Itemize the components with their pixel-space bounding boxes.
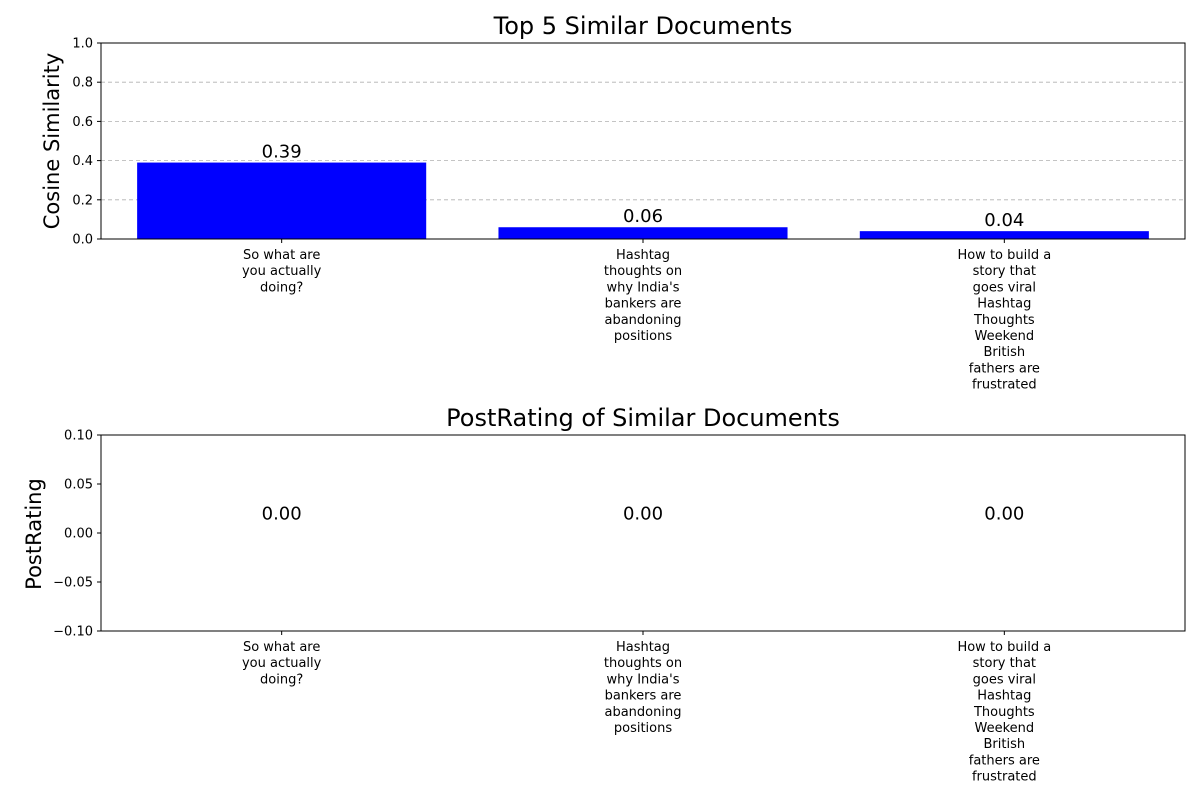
bar bbox=[137, 162, 427, 239]
y-ticks: −0.10 −0.05 0.00 0.05 0.10 bbox=[53, 429, 1005, 640]
bar bbox=[498, 227, 788, 239]
y-tick-label: 0.8 bbox=[72, 76, 93, 91]
chart-title: Top 5 Similar Documents bbox=[493, 12, 793, 40]
y-tick-label: 0.4 bbox=[72, 154, 93, 169]
y-tick-label: 0.05 bbox=[64, 478, 93, 493]
x-tick-label: How to build a story that goes viral Hashta… bbox=[957, 640, 1051, 785]
y-ticks: 0.0 0.2 0.4 0.6 0.8 1.0 bbox=[72, 37, 1005, 248]
x-tick-label: Hashtag thoughts on why India's bankers are… bbox=[604, 640, 682, 736]
x-tick-label: Hashtag thoughts on why India's bankers are… bbox=[604, 248, 682, 344]
x-tick-label: How to build a story that goes viral Hashta… bbox=[957, 248, 1051, 393]
x-tick-label: So what are you actually doing? bbox=[242, 640, 322, 687]
y-tick-label: 0.0 bbox=[72, 233, 93, 248]
y-tick-label: 0.6 bbox=[72, 115, 93, 130]
bar bbox=[859, 231, 1149, 239]
y-tick-label: 0.10 bbox=[64, 429, 93, 444]
y-tick-label: −0.10 bbox=[53, 625, 93, 640]
y-axis-label: PostRating bbox=[22, 478, 46, 590]
y-tick-label: 0.2 bbox=[72, 193, 93, 208]
data-label: 0.06 bbox=[623, 206, 663, 227]
chart-title: PostRating of Similar Documents bbox=[446, 404, 840, 432]
data-label: 0.00 bbox=[262, 503, 302, 524]
chart-postrating: PostRating of Similar Documents PostRati… bbox=[22, 404, 1186, 785]
data-label: 0.04 bbox=[984, 210, 1024, 231]
y-tick-label: 0.00 bbox=[64, 527, 93, 542]
y-tick-label: −0.05 bbox=[53, 576, 93, 591]
y-axis-label: Cosine Similarity bbox=[40, 53, 64, 229]
x-tick-labels: So what are you actually doing? Hashtag thou… bbox=[242, 248, 1051, 393]
data-label: 0.00 bbox=[984, 503, 1024, 524]
y-tick-label: 1.0 bbox=[72, 37, 93, 52]
data-label: 0.00 bbox=[623, 503, 663, 524]
data-label: 0.39 bbox=[262, 142, 302, 163]
x-tick-labels: So what are you actually doing? Hashtag thou… bbox=[242, 640, 1051, 785]
chart-similarity: Top 5 Similar Documents Cosine Similarit… bbox=[40, 12, 1186, 393]
x-tick-label: So what are you actually doing? bbox=[242, 248, 322, 295]
data-labels: 0.39 0.06 0.04 bbox=[262, 142, 1025, 232]
bars bbox=[137, 162, 1149, 239]
data-labels: 0.00 0.00 0.00 bbox=[262, 503, 1025, 524]
